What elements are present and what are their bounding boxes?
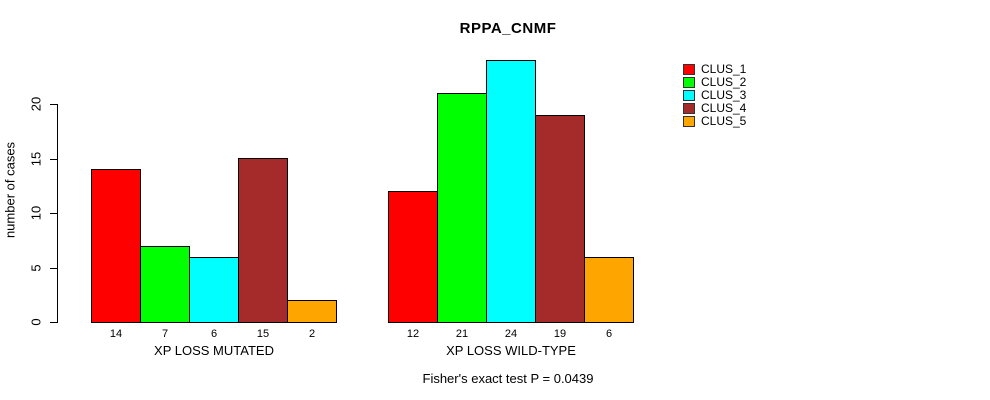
chart-title: RPPA_CNMF — [459, 20, 557, 37]
bar-clus_5-group1 — [287, 300, 337, 323]
x-group-label-2: XP LOSS WILD-TYPE — [446, 343, 576, 358]
bar-value-label: 6 — [605, 328, 613, 340]
y-axis-tick — [50, 104, 57, 105]
bar-value-label: 6 — [210, 328, 218, 340]
legend-item-label: CLUS_4 — [701, 101, 747, 115]
bar-clus_3-group1 — [189, 257, 239, 323]
bar-clus_4-group2 — [535, 115, 585, 323]
legend-swatch-clus_5 — [683, 116, 695, 127]
legend-item-label: CLUS_5 — [701, 114, 747, 128]
bar-value-label: 12 — [406, 328, 420, 340]
bar-value-label: 2 — [308, 328, 316, 340]
y-axis-tick-label: 10 — [28, 205, 44, 221]
legend-item-label: CLUS_1 — [701, 62, 747, 76]
bar-value-label: 19 — [553, 328, 567, 340]
bar-value-label: 24 — [504, 328, 518, 340]
y-axis-tick — [50, 158, 57, 160]
legend-swatch-clus_4 — [683, 103, 695, 114]
bar-clus_5-group2 — [584, 257, 634, 323]
bar-clus_4-group1 — [238, 158, 288, 323]
legend-swatch-clus_3 — [683, 90, 695, 101]
bar-clus_3-group2 — [486, 60, 536, 323]
bar-clus_1-group2 — [388, 191, 438, 323]
y-axis-tick-label: 20 — [28, 96, 44, 112]
y-axis-tick-label: 5 — [28, 263, 44, 272]
y-axis-tick-label: 0 — [28, 318, 44, 326]
legend-swatch-clus_2 — [683, 77, 695, 88]
legend-item-label: CLUS_2 — [701, 75, 747, 89]
bar-value-label: 7 — [161, 328, 169, 340]
y-axis-label: number of cases — [2, 141, 18, 239]
y-axis-tick — [50, 322, 57, 323]
bar-clus_1-group1 — [91, 169, 141, 323]
y-axis-tick-label: 15 — [28, 151, 44, 166]
legend-item-label: CLUS_3 — [701, 88, 747, 102]
bar-value-label: 14 — [109, 328, 123, 340]
fisher-test-footnote: Fisher's exact test P = 0.0439 — [422, 371, 594, 386]
legend-swatch-clus_1 — [683, 64, 695, 75]
y-axis-line — [57, 104, 58, 323]
bar-value-label: 15 — [256, 328, 270, 340]
y-axis-tick — [50, 213, 57, 214]
bar-clus_2-group2 — [437, 93, 487, 323]
bar-clus_2-group1 — [140, 246, 190, 323]
y-axis-tick — [50, 267, 57, 269]
x-group-label-1: XP LOSS MUTATED — [154, 343, 274, 358]
bar-value-label: 21 — [455, 328, 469, 340]
